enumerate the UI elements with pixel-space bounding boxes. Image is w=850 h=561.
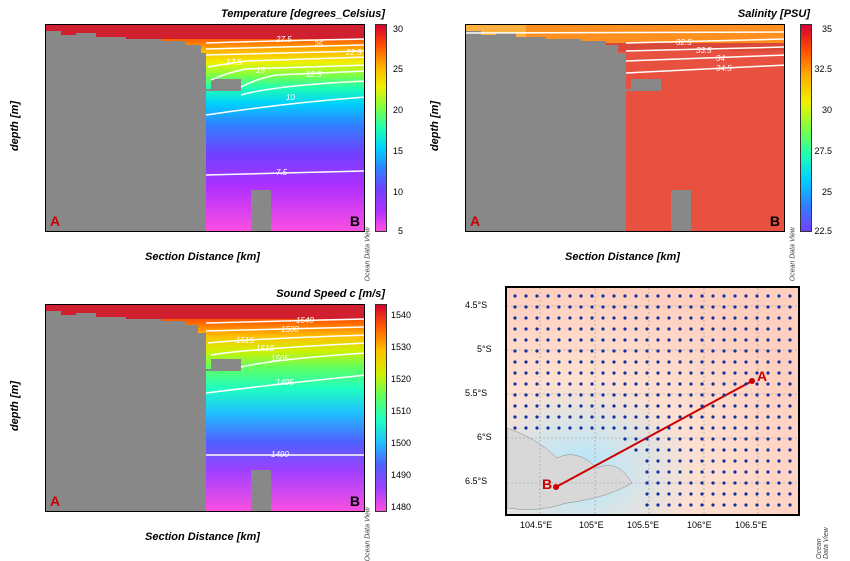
odv-ssp: Ocean Data View <box>364 507 371 561</box>
svg-text:17.5: 17.5 <box>226 58 242 67</box>
svg-text:32.5: 32.5 <box>676 38 692 47</box>
svg-text:12.5: 12.5 <box>306 70 322 79</box>
svg-text:1515: 1515 <box>236 336 254 345</box>
map-ytick: 4.5°S <box>465 300 487 310</box>
title-ssp: Sound Speed c [m/s] <box>276 288 385 300</box>
svg-text:1530: 1530 <box>281 325 299 334</box>
map-ytick: 5°S <box>477 344 492 354</box>
map-xtick: 104.5°E <box>520 520 552 530</box>
endpoint-B-temp: B <box>350 213 360 229</box>
svg-text:25: 25 <box>313 40 323 49</box>
xlabel-sal: Section Distance [km] <box>565 251 680 263</box>
endpoint-A-temp: A <box>50 213 60 229</box>
svg-text:10: 10 <box>286 93 295 102</box>
colorbar-ssp <box>375 304 387 512</box>
svg-text:33.5: 33.5 <box>696 46 712 55</box>
plot-map: A B <box>505 286 800 516</box>
odv-map: Ocean Data View <box>816 522 830 559</box>
ylabel-temp: depth [m] <box>9 101 21 151</box>
svg-text:1540: 1540 <box>296 316 314 325</box>
svg-text:15: 15 <box>256 66 265 75</box>
xlabel-temp: Section Distance [km] <box>145 251 260 263</box>
colorbar-sal <box>800 24 812 232</box>
svg-text:1505: 1505 <box>271 354 289 363</box>
endpoint-A-sal: A <box>470 213 480 229</box>
panel-map: A B 4.5°S 5°S 5.5°S 6°S 6.5°S 104.5°E 10… <box>465 280 830 540</box>
panel-temperature: Temperature [degrees_Celsius] depth [m] … <box>10 10 415 260</box>
panel-salinity: Salinity [PSU] depth [m] Section Distanc… <box>430 10 840 260</box>
panel-soundspeed: Sound Speed c [m/s] depth [m] Section Di… <box>10 290 415 540</box>
svg-text:7.5: 7.5 <box>276 168 288 177</box>
plot-temperature: 27.5 25 22.5 17.5 15 12.5 10 7.5 A B 0 2… <box>45 24 365 232</box>
xlabel-ssp: Section Distance [km] <box>145 531 260 543</box>
odv-sal: Ocean Data View <box>789 227 796 281</box>
svg-text:27.5: 27.5 <box>275 35 292 44</box>
map-ytick: 6°S <box>477 432 492 442</box>
colorbar-temp <box>375 24 387 232</box>
endpoint-B-ssp: B <box>350 493 360 509</box>
ylabel-ssp: depth [m] <box>9 381 21 431</box>
svg-text:22.5: 22.5 <box>345 48 362 57</box>
svg-text:34: 34 <box>716 54 725 63</box>
odv-temp: Ocean Data View <box>364 227 371 281</box>
endpoint-B-sal: B <box>770 213 780 229</box>
svg-text:34.5: 34.5 <box>716 64 732 73</box>
endpoint-A-ssp: A <box>50 493 60 509</box>
map-xtick: 105°E <box>579 520 604 530</box>
map-ytick: 6.5°S <box>465 476 487 486</box>
map-xtick: 105.5°E <box>627 520 659 530</box>
plot-ssp: 1540 1530 1515 1510 1505 1495 1490 A B 0… <box>45 304 365 512</box>
map-endpoint-B: B <box>542 476 552 492</box>
title-temperature: Temperature [degrees_Celsius] <box>221 8 385 20</box>
svg-text:1490: 1490 <box>271 450 289 459</box>
title-salinity: Salinity [PSU] <box>738 8 810 20</box>
ylabel-sal: depth [m] <box>429 101 441 151</box>
svg-text:1495: 1495 <box>276 378 294 387</box>
svg-text:1510: 1510 <box>256 344 274 353</box>
map-ytick: 5.5°S <box>465 388 487 398</box>
map-xtick: 106.5°E <box>735 520 767 530</box>
map-endpoint-A: A <box>757 368 767 384</box>
map-xtick: 106°E <box>687 520 712 530</box>
plot-salinity: 32.5 33.5 34 34.5 A B 0 200 400 600 800 … <box>465 24 785 232</box>
